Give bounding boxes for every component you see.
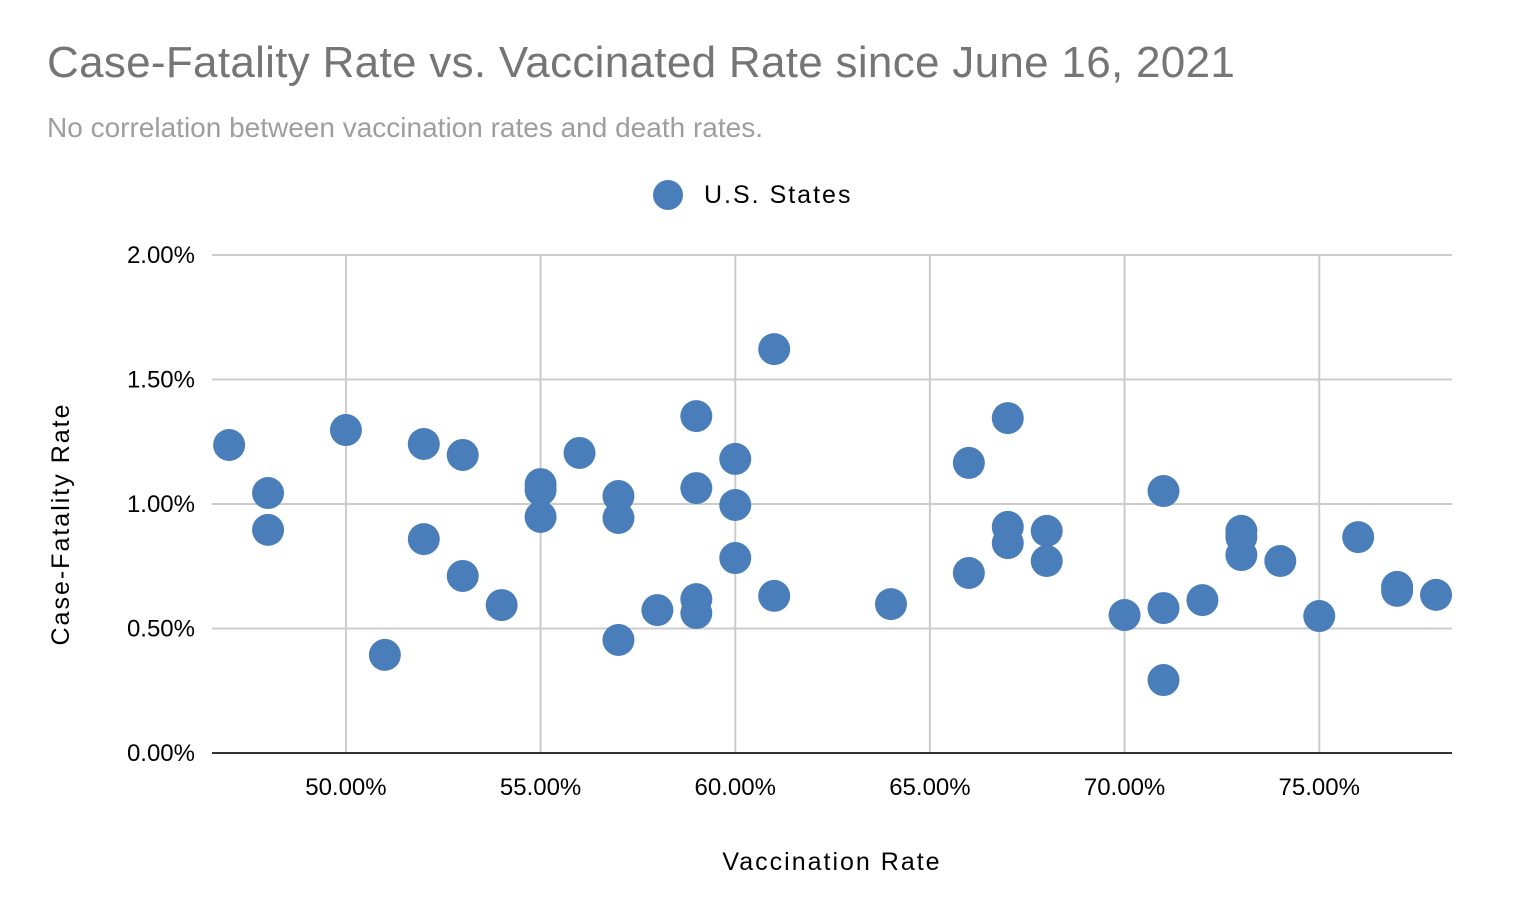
x-axis-label: Vaccination Rate [722,848,941,876]
data-point [1420,578,1453,611]
y-tick-label: 0.00% [127,740,195,767]
data-point [758,333,791,366]
data-point [952,446,985,479]
data-point [602,501,635,534]
data-point [1147,664,1180,697]
data-point [602,623,635,656]
data-point [524,474,557,507]
chart-title: Case-Fatality Rate vs. Vaccinated Rate s… [47,38,1236,87]
data-point [407,523,440,556]
y-tick-label: 1.50% [127,367,195,394]
y-tick-label: 1.00% [127,491,195,518]
data-point [952,556,985,589]
data-point [446,438,479,471]
data-point [758,579,791,612]
data-point [1303,600,1336,633]
legend-marker [653,180,683,210]
data-point [329,414,362,447]
data-point [680,400,713,433]
data-point [1108,599,1141,632]
data-point [1225,539,1258,572]
data-points [213,333,1453,697]
data-point [524,500,557,533]
y-tick-label: 0.50% [127,616,195,643]
data-point [719,442,752,475]
x-tick-label: 70.00% [1084,774,1165,801]
data-point [602,480,635,513]
data-point [991,402,1024,435]
x-tick-label: 50.00% [305,774,386,801]
data-point [213,428,246,461]
x-tick-label: 55.00% [500,774,581,801]
data-point [719,488,752,521]
y-axis-label: Case-Fatality Rate [47,402,75,645]
tick-labels: 0.00% 0.50% 1.00% 1.50% 2.00% 50.00% 55.00% 60.… [127,242,1360,801]
data-point [1381,574,1414,607]
data-point [407,427,440,460]
data-point [1147,475,1180,508]
data-point [1186,584,1219,617]
x-tick-label: 60.00% [695,774,776,801]
data-point [719,542,752,575]
data-point [1030,514,1063,547]
data-point [446,559,479,592]
data-point [252,477,285,510]
data-point [991,527,1024,560]
grid [212,254,1452,754]
chart-subtitle: No correlation between vaccination rates… [47,112,763,143]
data-point [563,436,596,469]
y-tick-label: 2.00% [127,242,195,269]
x-tick-label: 75.00% [1279,774,1360,801]
x-tick-label: 65.00% [889,774,970,801]
data-point [1342,521,1375,554]
data-point [252,513,285,546]
data-point [680,597,713,630]
data-point [680,472,713,505]
data-point [641,594,674,627]
data-point [368,638,401,671]
data-point [1147,592,1180,625]
data-point [1030,545,1063,578]
data-point [485,589,518,622]
legend-label: U.S. States [704,181,852,209]
legend: U.S. States [653,180,852,210]
data-point [1264,545,1297,578]
data-point [874,588,907,621]
